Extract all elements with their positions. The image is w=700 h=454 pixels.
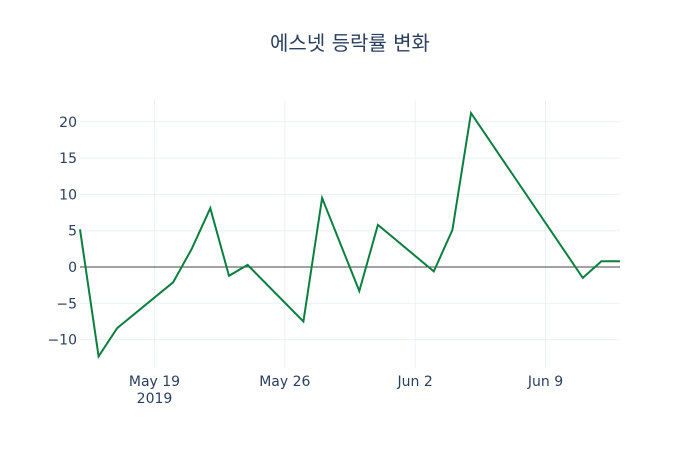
x-tick-label: Jun 2 xyxy=(397,374,433,390)
y-tick-label: −10 xyxy=(47,333,77,349)
x-tick-label: May 19 xyxy=(129,374,180,390)
y-tick-label: −5 xyxy=(56,296,77,312)
chart-title: 에스넷 등락률 변화 xyxy=(270,31,430,55)
x-tick-label: May 26 xyxy=(259,374,310,390)
series-group xyxy=(79,110,620,360)
grid xyxy=(80,100,620,368)
y-tick-label: 15 xyxy=(59,151,77,167)
y-tick-label: 5 xyxy=(68,224,77,240)
y-tick-label: 0 xyxy=(68,260,77,276)
x-tick-label: Jun 9 xyxy=(527,374,563,390)
y-tick-label: 20 xyxy=(59,115,77,131)
x-tick-year-label: 2019 xyxy=(137,391,173,407)
y-tick-label: 10 xyxy=(59,187,77,203)
series-line xyxy=(79,110,620,360)
